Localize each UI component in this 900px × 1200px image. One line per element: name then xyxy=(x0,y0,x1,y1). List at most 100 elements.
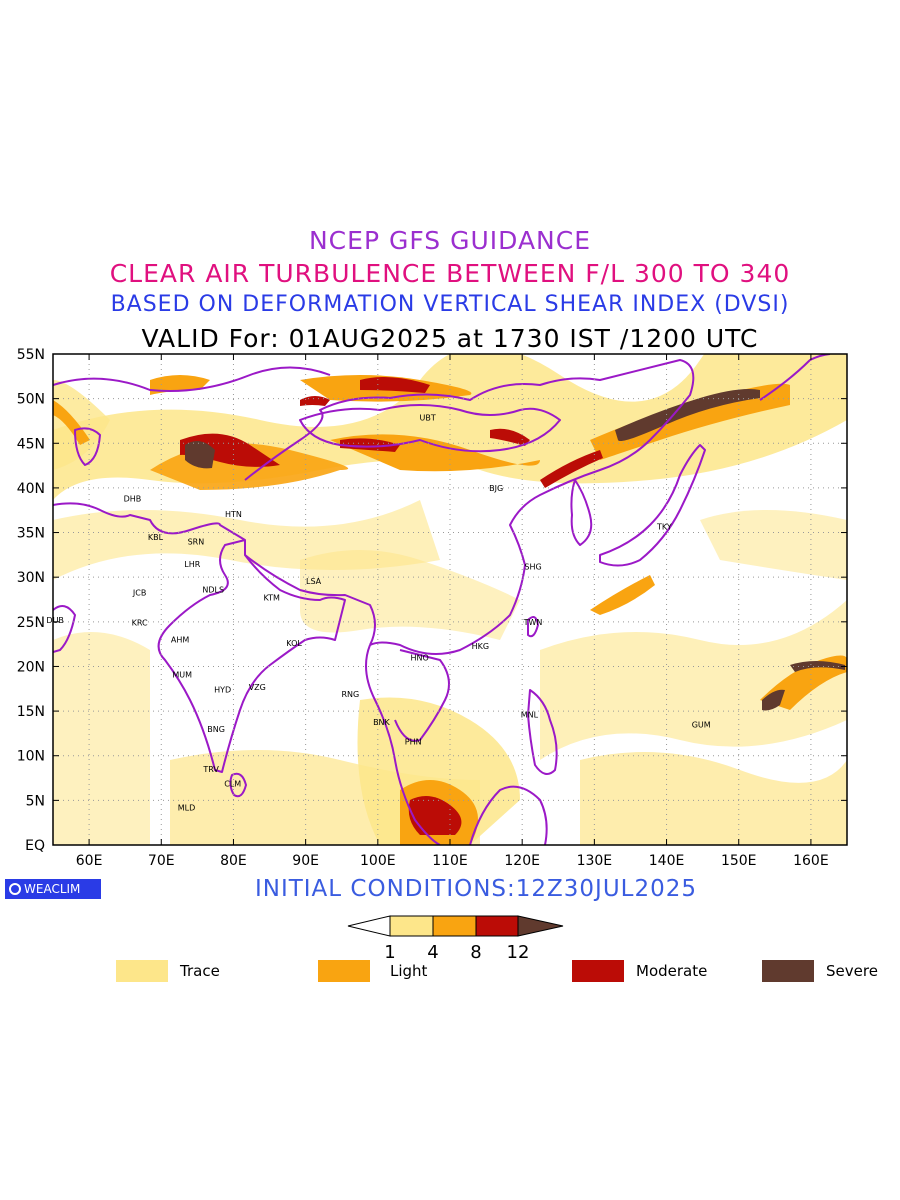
station-label-krc: KRC xyxy=(132,619,148,628)
lon-tick-label: 110E xyxy=(432,853,468,869)
legend-severe: Severe xyxy=(762,960,878,982)
border-caspian xyxy=(74,427,101,466)
border-southeast-asia xyxy=(365,644,450,845)
station-label-phn: PHN xyxy=(405,737,422,746)
border-himalaya xyxy=(244,554,376,646)
colorbar-low-arrow xyxy=(347,915,391,937)
station-label-bjg: BJG xyxy=(489,484,503,493)
legend-moderate-label: Moderate xyxy=(636,962,708,980)
lat-tick-label: 45N xyxy=(17,436,45,452)
lon-tick-label: 60E xyxy=(76,853,103,869)
station-label-hkg: HKG xyxy=(472,642,489,651)
graticule xyxy=(53,354,847,845)
station-label-hno: HNO xyxy=(411,654,429,663)
lat-tick-label: 55N xyxy=(17,347,45,363)
lat-tick-label: 35N xyxy=(17,526,45,542)
lat-tick-label: 15N xyxy=(17,704,45,720)
colorbar-tick-label: 1 xyxy=(384,942,395,960)
border-taiwan xyxy=(527,615,539,638)
station-label-ubt: UBT xyxy=(420,413,436,422)
station-label-gum: GUM xyxy=(692,720,711,729)
lat-tick-label: 10N xyxy=(17,749,45,765)
border-mongolia xyxy=(299,404,561,453)
station-label-dhb: DHB xyxy=(124,495,142,504)
legend-moderate: Moderate xyxy=(572,960,707,982)
station-label-jcb: JCB xyxy=(132,588,146,597)
border-philippines xyxy=(527,689,558,775)
lat-tick-label: 25N xyxy=(17,615,45,631)
border-russia-south xyxy=(53,366,331,392)
colorbar-trace xyxy=(389,915,434,937)
border-arabia xyxy=(53,605,76,653)
border-china-outline xyxy=(244,359,695,655)
station-label-tky: TKY xyxy=(656,522,672,531)
colorbar-tick-label: 4 xyxy=(427,942,438,960)
lat-tick-label: 30N xyxy=(17,570,45,586)
colorbar-tick-labels: 1 4 8 12 xyxy=(384,942,529,960)
station-label-bng: BNG xyxy=(207,725,225,734)
border-japan xyxy=(599,444,706,567)
logo-text: WEACLIM xyxy=(24,882,81,896)
copyright-icon xyxy=(9,883,21,895)
chart-subtitle: CLEAR AIR TURBULENCE BETWEEN F/L 300 TO … xyxy=(109,259,791,288)
border-sri-lanka xyxy=(229,772,247,798)
legend-severe-label: Severe xyxy=(826,962,878,980)
chart-method-line: BASED ON DEFORMATION VERTICAL SHEAR INDE… xyxy=(110,292,790,317)
lon-tick-label: 100E xyxy=(360,853,396,869)
colorbar-tick-label: 12 xyxy=(507,942,530,960)
axis-ticks: 60E 70E 80E 90E 100E 110E 120E 130E 140E 150E 160E… xyxy=(17,347,847,869)
station-label-ktm: KTM xyxy=(263,594,280,603)
station-label-twn: TWN xyxy=(523,618,543,627)
lon-tick-label: 120E xyxy=(504,853,540,869)
valid-time-line: VALID For: 01AUG2025 at 1730 IST /1200 U… xyxy=(141,324,759,353)
station-label-kbl: KBL xyxy=(148,533,164,542)
legend-moderate-swatch xyxy=(572,960,624,982)
border-india-outline xyxy=(157,539,346,773)
colorbar-light xyxy=(432,915,477,937)
lon-tick-label: 90E xyxy=(292,853,319,869)
country-borders xyxy=(53,354,831,845)
legend-trace: Trace xyxy=(116,960,220,982)
station-label-ahm: AHM xyxy=(171,636,189,645)
turbulence-map: 60E 70E 80E 90E 100E 110E 120E 130E 140E 150E 160E… xyxy=(17,347,848,869)
border-borneo xyxy=(469,785,548,845)
lon-tick-label: 140E xyxy=(649,853,685,869)
legend-light-label: Light xyxy=(390,962,428,980)
lon-tick-label: 130E xyxy=(577,853,613,869)
station-label-lhr: LHR xyxy=(184,560,200,569)
station-label-htn: HTN xyxy=(225,510,242,519)
station-label-mum: MUM xyxy=(172,670,192,679)
station-label-dub: DUB xyxy=(46,616,64,625)
station-label-rng: RNG xyxy=(342,690,360,699)
moderate-areas xyxy=(180,376,603,835)
lon-tick-label: 80E xyxy=(220,853,247,869)
lon-tick-label: 160E xyxy=(793,853,829,869)
station-label-clm: CLM xyxy=(224,779,241,788)
station-label-kol: KOL xyxy=(286,639,302,648)
station-label-shg: SHG xyxy=(524,562,541,571)
station-label-lsa: LSA xyxy=(306,577,322,586)
chart-title: NCEP GFS GUIDANCE xyxy=(308,226,591,255)
weaclim-logo: WEACLIM xyxy=(5,879,101,899)
border-kamchatka xyxy=(759,354,831,401)
station-label-bnk: BNK xyxy=(373,718,390,727)
station-label-hyd: HYD xyxy=(214,686,231,695)
border-korea xyxy=(570,479,593,546)
lat-tick-label: 20N xyxy=(17,659,45,675)
station-label-ndls: NDLS xyxy=(202,586,224,595)
lon-tick-label: 150E xyxy=(721,853,757,869)
legend-trace-swatch xyxy=(116,960,168,982)
initial-conditions: INITIAL CONDITIONS:12Z30JUL2025 xyxy=(254,876,698,902)
legend-severe-swatch xyxy=(762,960,814,982)
lat-tick-label: 50N xyxy=(17,392,45,408)
station-label-mld: MLD xyxy=(178,804,196,813)
station-label-mnl: MNL xyxy=(521,711,539,720)
station-label-trv: TRV xyxy=(202,765,219,774)
station-labels: UBT BJG DHB HTN KBL SRN TKY LHR SHG LSA JCB NDLS KTM… xyxy=(46,413,710,812)
border-central-asia xyxy=(53,502,246,541)
station-label-vzg: VZG xyxy=(249,683,266,692)
colorbar-high-arrow xyxy=(517,915,564,937)
colorbar-tick-label: 8 xyxy=(470,942,481,960)
lat-tick-label: EQ xyxy=(25,838,45,854)
severe-areas xyxy=(185,389,845,711)
